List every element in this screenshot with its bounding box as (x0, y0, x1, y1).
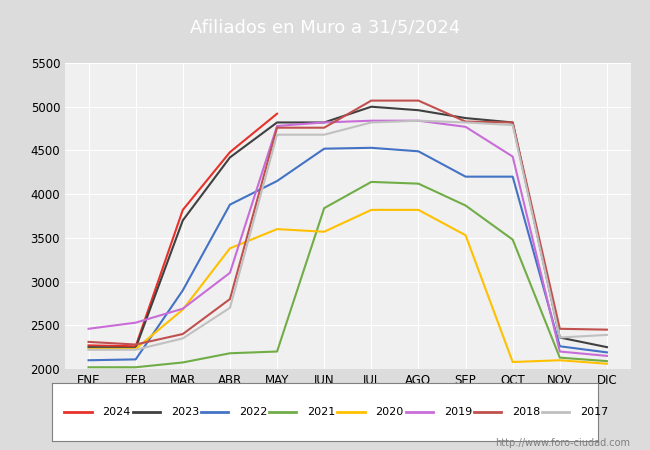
Text: 2024: 2024 (103, 407, 131, 417)
Text: 2018: 2018 (512, 407, 540, 417)
Text: Afiliados en Muro a 31/5/2024: Afiliados en Muro a 31/5/2024 (190, 18, 460, 36)
Text: 2020: 2020 (376, 407, 404, 417)
Text: http://www.foro-ciudad.com: http://www.foro-ciudad.com (495, 438, 630, 448)
Text: 2017: 2017 (580, 407, 608, 417)
Text: 2023: 2023 (171, 407, 199, 417)
Text: 2022: 2022 (239, 407, 267, 417)
Text: 2019: 2019 (444, 407, 472, 417)
Text: 2021: 2021 (307, 407, 335, 417)
